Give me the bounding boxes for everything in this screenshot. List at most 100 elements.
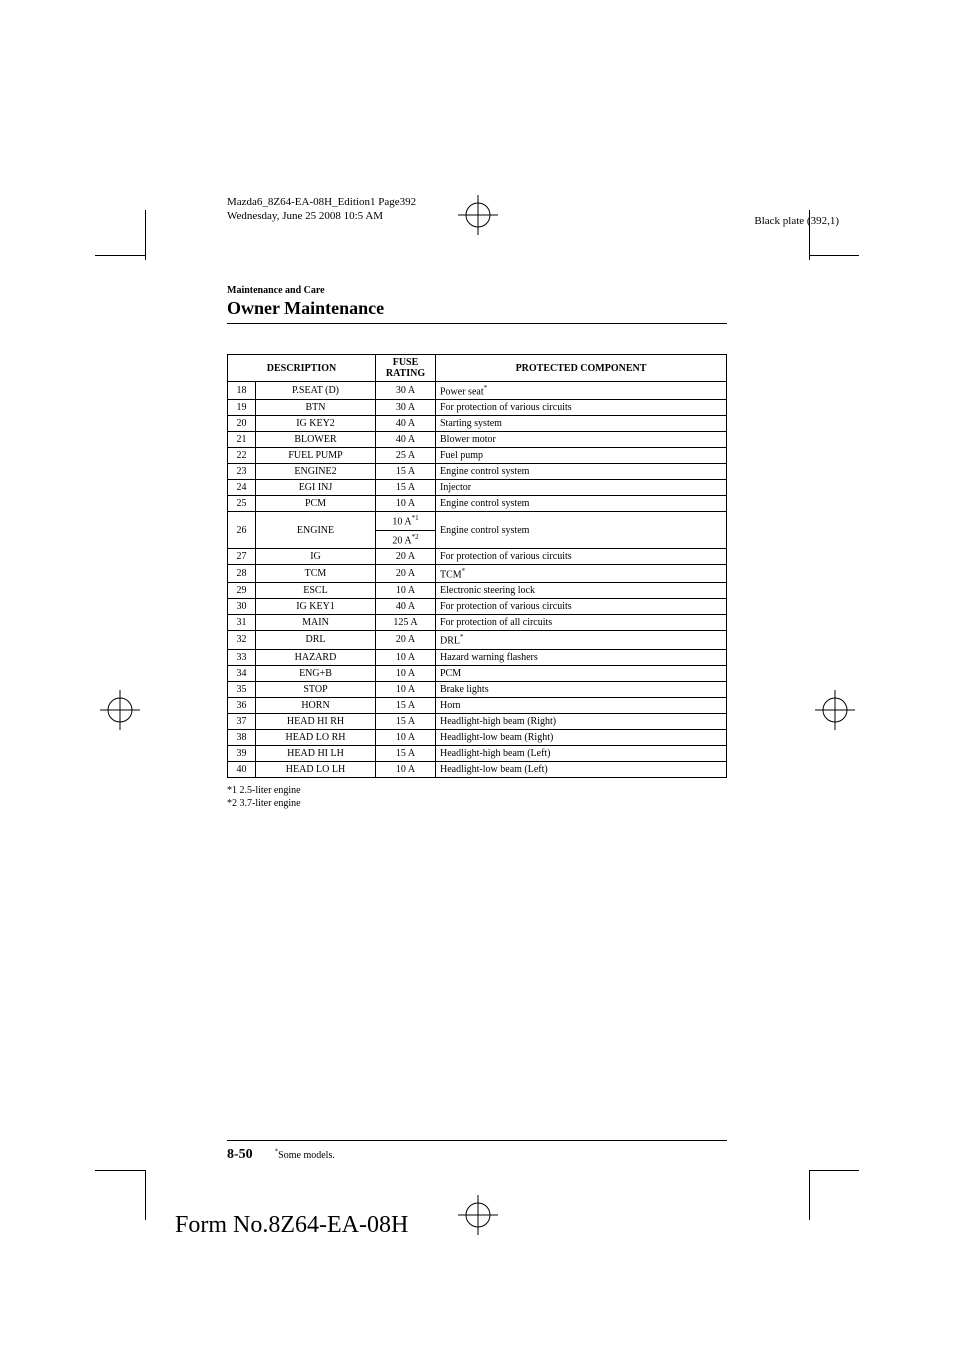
registration-mark-icon xyxy=(458,1195,498,1235)
fuse-description: BLOWER xyxy=(256,432,376,448)
protected-component: PCM xyxy=(436,665,727,681)
fuse-rating: 30 A xyxy=(376,382,436,400)
fuse-number: 22 xyxy=(228,448,256,464)
protected-component: Headlight-low beam (Left) xyxy=(436,761,727,777)
fuse-rating: 15 A xyxy=(376,464,436,480)
table-row: 28TCM20 ATCM* xyxy=(228,564,727,582)
fuse-rating: 10 A xyxy=(376,649,436,665)
fuse-number: 21 xyxy=(228,432,256,448)
section-label: Maintenance and Care xyxy=(227,285,727,296)
crop-mark xyxy=(809,1170,859,1171)
fuse-rating: 20 A xyxy=(376,548,436,564)
fuse-number: 32 xyxy=(228,631,256,649)
protected-component: Starting system xyxy=(436,416,727,432)
fuse-number: 24 xyxy=(228,480,256,496)
header-description: DESCRIPTION xyxy=(228,355,376,382)
fuse-rating: 10 A xyxy=(376,681,436,697)
fuse-rating: 10 A xyxy=(376,761,436,777)
fuse-rating: 10 A xyxy=(376,665,436,681)
fuse-number: 18 xyxy=(228,382,256,400)
fuse-rating: 15 A xyxy=(376,697,436,713)
fuse-number: 35 xyxy=(228,681,256,697)
plate-label: Black plate (392,1) xyxy=(754,215,839,227)
table-header-row: DESCRIPTION FUSE RATING PROTECTED COMPON… xyxy=(228,355,727,382)
fuse-description: P.SEAT (D) xyxy=(256,382,376,400)
header-component: PROTECTED COMPONENT xyxy=(436,355,727,382)
table-row: 35STOP10 ABrake lights xyxy=(228,681,727,697)
registration-mark-icon xyxy=(100,690,140,730)
crop-mark xyxy=(95,255,145,256)
table-row: 40HEAD LO LH10 AHeadlight-low beam (Left… xyxy=(228,761,727,777)
fuse-rating: 20 A xyxy=(376,631,436,649)
footnote-2: *2 3.7-liter engine xyxy=(227,797,727,810)
doc-timestamp: Wednesday, June 25 2008 10:5 AM xyxy=(227,209,416,223)
fuse-rating-bottom: 20 A*2 xyxy=(376,531,435,548)
fuse-number: 39 xyxy=(228,745,256,761)
table-row: 33HAZARD10 AHazard warning flashers xyxy=(228,649,727,665)
table-row: 38HEAD LO RH10 AHeadlight-low beam (Righ… xyxy=(228,729,727,745)
section-title: Owner Maintenance xyxy=(227,298,727,319)
fuse-description: EGI INJ xyxy=(256,480,376,496)
protected-component: Engine control system xyxy=(436,512,727,549)
fuse-description: BTN xyxy=(256,400,376,416)
fuse-description: HEAD LO RH xyxy=(256,729,376,745)
protected-component: Horn xyxy=(436,697,727,713)
table-row: 20IG KEY240 AStarting system xyxy=(228,416,727,432)
fuse-number: 23 xyxy=(228,464,256,480)
crop-mark xyxy=(95,1170,145,1171)
protected-component: Blower motor xyxy=(436,432,727,448)
table-row: 31MAIN125 AFor protection of all circuit… xyxy=(228,615,727,631)
protected-component: Engine control system xyxy=(436,496,727,512)
protected-component: TCM* xyxy=(436,564,727,582)
table-row: 30IG KEY140 AFor protection of various c… xyxy=(228,599,727,615)
protected-component: For protection of all circuits xyxy=(436,615,727,631)
fuse-description: FUEL PUMP xyxy=(256,448,376,464)
form-number: Form No.8Z64-EA-08H xyxy=(175,1212,408,1239)
fuse-description: IG KEY2 xyxy=(256,416,376,432)
crop-mark xyxy=(809,255,859,256)
table-row: 19BTN30 AFor protection of various circu… xyxy=(228,400,727,416)
fuse-rating: 15 A xyxy=(376,745,436,761)
fuse-number: 34 xyxy=(228,665,256,681)
table-row: 34ENG+B10 APCM xyxy=(228,665,727,681)
fuse-rating-top: 10 A*1 xyxy=(376,512,435,530)
protected-component: For protection of various circuits xyxy=(436,548,727,564)
fuse-description: DRL xyxy=(256,631,376,649)
protected-component: Headlight-high beam (Left) xyxy=(436,745,727,761)
fuse-number: 27 xyxy=(228,548,256,564)
table-row: 23ENGINE215 AEngine control system xyxy=(228,464,727,480)
fuse-number: 40 xyxy=(228,761,256,777)
fuse-number: 19 xyxy=(228,400,256,416)
fuse-number: 31 xyxy=(228,615,256,631)
table-row: 26ENGINE10 A*120 A*2Engine control syste… xyxy=(228,512,727,549)
protected-component: Engine control system xyxy=(436,464,727,480)
fuse-rating: 10 A xyxy=(376,729,436,745)
fuse-number: 26 xyxy=(228,512,256,549)
fuse-number: 20 xyxy=(228,416,256,432)
page-number: 8-50 xyxy=(227,1147,253,1162)
doc-id: Mazda6_8Z64-EA-08H_Edition1 Page392 xyxy=(227,195,416,209)
fuse-number: 29 xyxy=(228,583,256,599)
protected-component: Fuel pump xyxy=(436,448,727,464)
document-meta: Mazda6_8Z64-EA-08H_Edition1 Page392 Wedn… xyxy=(227,195,416,224)
table-row: 18P.SEAT (D)30 APower seat* xyxy=(228,382,727,400)
footnotes: *1 2.5-liter engine *2 3.7-liter engine xyxy=(227,784,727,810)
fuse-description: PCM xyxy=(256,496,376,512)
fuse-rating: 15 A xyxy=(376,480,436,496)
fuse-rating: 10 A xyxy=(376,496,436,512)
fuse-description: HORN xyxy=(256,697,376,713)
protected-component: Headlight-high beam (Right) xyxy=(436,713,727,729)
crop-mark xyxy=(809,1170,810,1220)
table-row: 37HEAD HI RH15 AHeadlight-high beam (Rig… xyxy=(228,713,727,729)
table-row: 25PCM10 AEngine control system xyxy=(228,496,727,512)
table-row: 29ESCL10 AElectronic steering lock xyxy=(228,583,727,599)
crop-mark xyxy=(145,1170,146,1220)
fuse-description: HAZARD xyxy=(256,649,376,665)
registration-mark-icon xyxy=(458,195,498,235)
protected-component: Power seat* xyxy=(436,382,727,400)
fuse-rating: 125 A xyxy=(376,615,436,631)
table-row: 39HEAD HI LH15 AHeadlight-high beam (Lef… xyxy=(228,745,727,761)
fuse-rating: 10 A*120 A*2 xyxy=(376,512,436,549)
registration-mark-icon xyxy=(815,690,855,730)
fuse-number: 38 xyxy=(228,729,256,745)
